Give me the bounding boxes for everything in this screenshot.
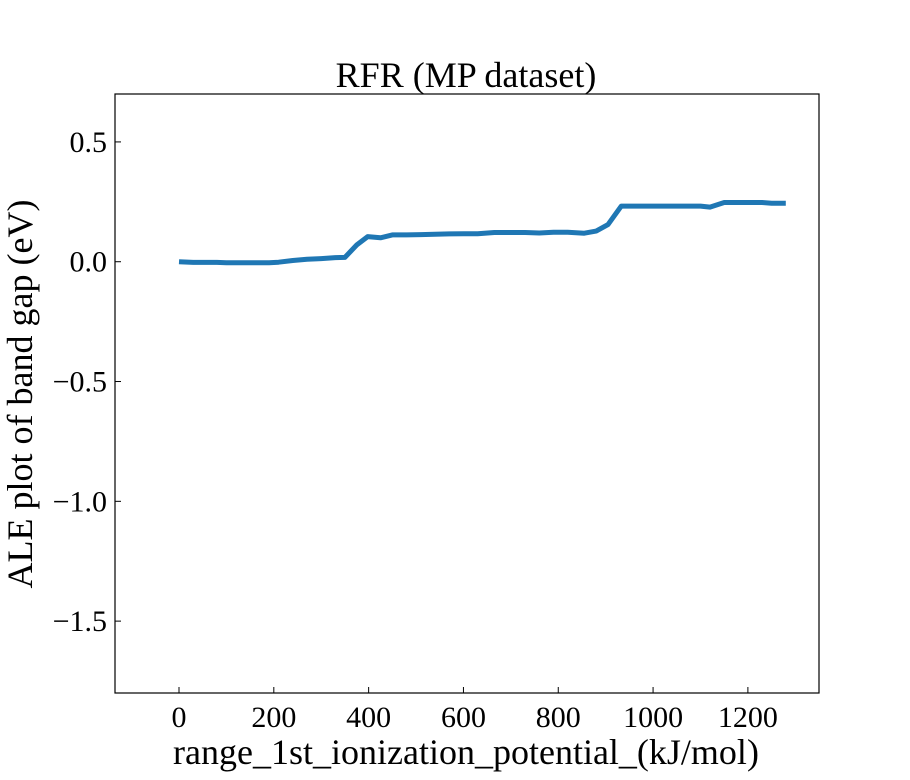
y-axis-label: ALE plot of band gap (eV) xyxy=(0,200,40,589)
y-tick-label: −1.5 xyxy=(53,605,107,638)
y-tick-label: −1.0 xyxy=(53,485,107,518)
x-axis-label: range_1st_ionization_potential_(kJ/mol) xyxy=(173,732,759,772)
x-tick-label: 200 xyxy=(251,701,296,734)
x-tick-label: 1200 xyxy=(718,701,778,734)
x-tick-label: 800 xyxy=(536,701,581,734)
y-tick-label: −0.5 xyxy=(53,366,107,399)
y-tick-label: 0.5 xyxy=(70,126,108,159)
chart-title: RFR (MP dataset) xyxy=(336,55,597,95)
x-axis: 0 200 400 600 800 1000 1200 xyxy=(172,687,778,734)
plot-area xyxy=(178,200,786,266)
series-line xyxy=(178,200,786,266)
x-tick-label: 0 xyxy=(172,701,187,734)
axes-frame xyxy=(114,93,820,694)
x-tick-label: 400 xyxy=(346,701,391,734)
x-tick-label: 600 xyxy=(441,701,486,734)
y-tick-label: 0.0 xyxy=(70,246,108,279)
x-tick-label: 1000 xyxy=(623,701,683,734)
y-axis: 0.5 0.0 −0.5 −1.0 −1.5 xyxy=(53,126,121,638)
